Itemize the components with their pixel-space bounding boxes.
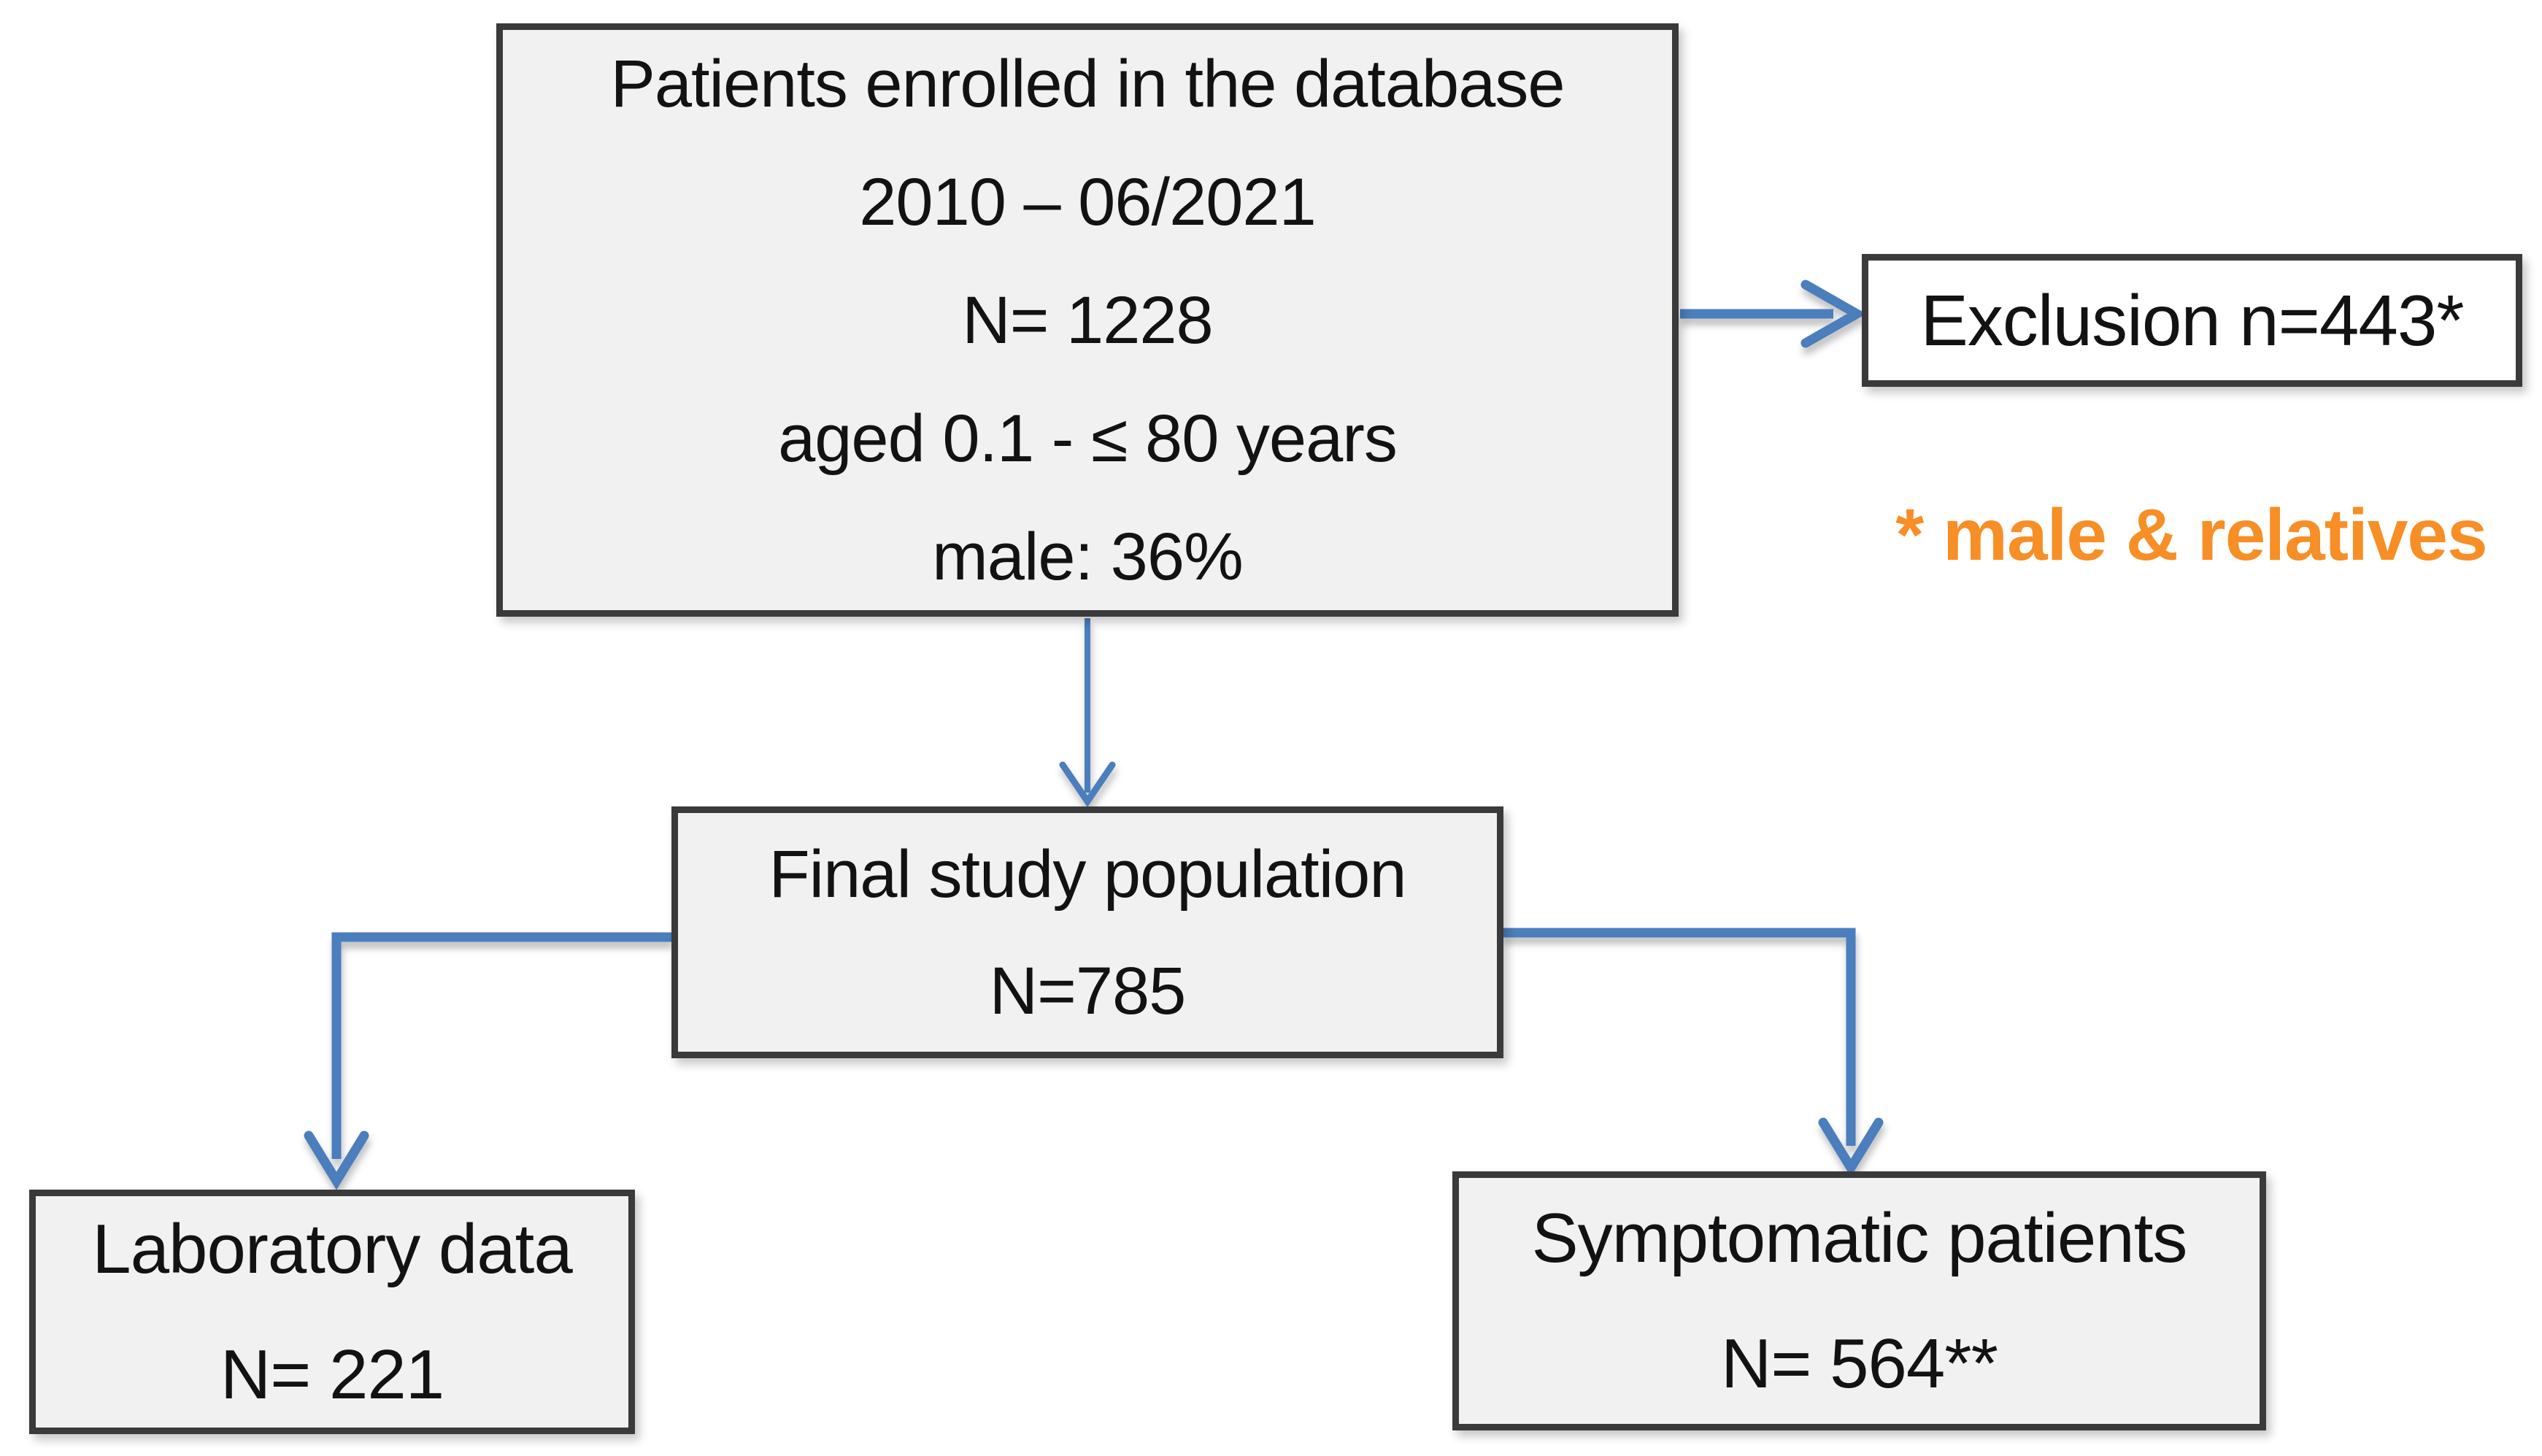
laboratory-line-n: N= 221	[220, 1335, 444, 1414]
laboratory-line-title: Laboratory data	[92, 1209, 572, 1288]
enrolled-line-male: male: 36%	[932, 519, 1244, 594]
symptomatic-line-title: Symptomatic patients	[1531, 1198, 2188, 1277]
box-laboratory-data: Laboratory data N= 221	[29, 1190, 635, 1434]
enrolled-line-period: 2010 – 06/2021	[859, 164, 1317, 239]
exclusion-footnote: * male & relatives	[1895, 494, 2487, 576]
arrow-enrolled-to-final	[1059, 618, 1116, 808]
arrow-final-to-laboratory	[304, 932, 671, 1190]
symptomatic-line-n: N= 564**	[1721, 1324, 1998, 1403]
final-line-n: N=785	[989, 953, 1187, 1028]
final-line-title: Final study population	[769, 836, 1406, 912]
arrow-final-to-symptomatic	[1502, 928, 1884, 1177]
exclusion-label: Exclusion n=443*	[1920, 280, 2464, 361]
box-patients-enrolled: Patients enrolled in the database 2010 –…	[496, 23, 1679, 617]
enrolled-line-title: Patients enrolled in the database	[610, 46, 1565, 121]
arrow-enrolled-to-exclusion	[1680, 280, 1867, 348]
enrolled-line-n: N= 1228	[962, 282, 1213, 358]
box-symptomatic-patients: Symptomatic patients N= 564**	[1452, 1171, 2266, 1430]
box-final-study-population: Final study population N=785	[671, 806, 1503, 1058]
box-exclusion: Exclusion n=443*	[1862, 254, 2522, 387]
enrolled-line-age: aged 0.1 - ≤ 80 years	[778, 401, 1398, 476]
